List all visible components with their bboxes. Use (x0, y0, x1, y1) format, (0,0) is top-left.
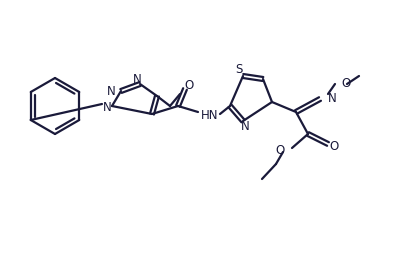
Text: O: O (184, 78, 193, 91)
Text: O: O (340, 76, 350, 89)
Text: N: N (240, 120, 249, 133)
Text: HN: HN (201, 108, 218, 121)
Text: N: N (107, 84, 116, 97)
Text: S: S (235, 62, 242, 75)
Text: N: N (327, 91, 336, 104)
Text: O: O (275, 144, 284, 157)
Text: O: O (328, 139, 338, 152)
Text: N: N (102, 100, 111, 113)
Text: N: N (132, 72, 141, 85)
